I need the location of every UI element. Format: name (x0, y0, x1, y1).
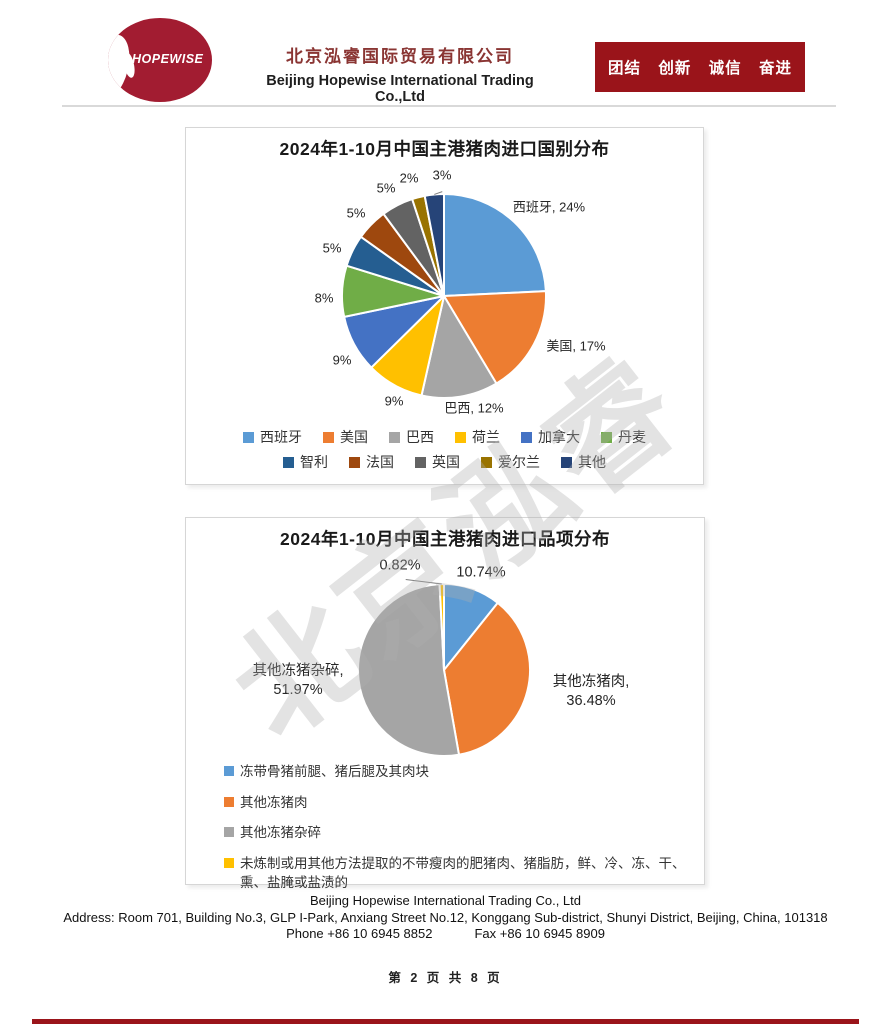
legend-item: 其他冻猪杂碎 (224, 823, 688, 843)
legend-item: 荷兰 (455, 427, 500, 447)
legend-swatch-icon (481, 456, 492, 468)
chart-title: 2024年1-10月中国主港猪肉进口国别分布 (279, 139, 610, 159)
chart-title: 2024年1-10月中国主港猪肉进口品项分布 (280, 529, 610, 549)
pie-slice (443, 290, 547, 385)
legend-swatch-icon (224, 827, 234, 838)
page-indicator: 第 2 页 共 8 页 (388, 970, 503, 985)
pie-chart-country-distribution: 2024年1-10月中国主港猪肉进口国别分布 西班牙, 24% 美国, 17% 巴西… (185, 127, 704, 485)
pie-data-label: 5% (376, 180, 396, 196)
legend-swatch-icon (389, 431, 400, 443)
globe-icon: HOPEWISE (108, 18, 212, 102)
legend-item: 其他 (561, 452, 606, 472)
pie-plot-area: 西班牙, 24% 美国, 17% 巴西, 12% 9% 9% 8% 5% 5% 5% 2% 3% (186, 128, 703, 484)
legend-item: 其他冻猪肉 (224, 793, 688, 813)
pie-data-label: 8% (314, 290, 334, 306)
legend-label: 冻带骨猪前腿、猪后腿及其肉块 (240, 764, 429, 779)
pie-slice (443, 601, 531, 756)
legend-label: 爱尔兰 (498, 454, 540, 470)
pie-data-label: 其他冻猪肉, 36.48% (552, 674, 630, 709)
logo-wordmark: HOPEWISE (132, 52, 204, 66)
legend-label: 英国 (432, 454, 460, 470)
pie-data-label: 9% (384, 393, 404, 409)
legend-label: 未炼制或用其他方法提取的不带瘦肉的肥猪肉、猪脂肪，鲜、冷、冻、干、熏、盐腌或盐渍… (240, 855, 686, 891)
legend-label: 美国 (340, 429, 368, 445)
pie-slice (423, 193, 445, 297)
footer-phone: Phone +86 10 6945 8852 (286, 926, 433, 941)
legend-label: 西班牙 (260, 429, 302, 445)
legend-swatch-icon (224, 857, 234, 868)
pie-slice (420, 295, 498, 399)
pie-data-label: 2% (399, 170, 419, 186)
pie-data-label: 0.82% (379, 557, 421, 574)
pie-data-label: 5% (346, 205, 366, 221)
footer-company: Beijing Hopewise International Trading C… (310, 893, 581, 908)
pie-data-label: 3% (432, 167, 452, 183)
legend-swatch-icon (323, 431, 334, 443)
pie-data-label: 巴西, 12% (444, 400, 504, 416)
legend-label: 其他冻猪肉 (240, 794, 308, 810)
chart-legend: 西班牙 美国 巴西 荷兰 加拿大 丹麦智利 法国 英国 爱尔兰 其他 (186, 427, 703, 472)
legend-swatch-icon (224, 796, 234, 807)
legend-label: 智利 (300, 454, 328, 470)
legend-swatch-icon (243, 431, 254, 443)
company-name-zh: 北京泓睿国际贸易有限公司 (286, 47, 514, 66)
label-leader-line (434, 191, 443, 195)
legend-swatch-icon (455, 431, 466, 443)
bottom-accent-line (32, 1019, 859, 1024)
pie-data-label: 5% (322, 240, 342, 256)
legend-swatch-icon (349, 456, 360, 468)
pie-data-label: 其他冻猪杂碎, 51.97% (252, 663, 344, 698)
pie-slice (357, 583, 460, 757)
legend-item: 爱尔兰 (481, 452, 540, 472)
pie-data-label: 10.74% (456, 564, 506, 581)
pie-data-label: 美国, 17% (546, 338, 606, 354)
legend-label: 巴西 (406, 429, 434, 445)
legend-label: 荷兰 (472, 429, 500, 445)
legend-swatch-icon (561, 456, 572, 468)
legend-item: 智利 (283, 452, 328, 472)
legend-label: 法国 (366, 454, 394, 470)
header-divider (62, 105, 836, 107)
legend-swatch-icon (283, 456, 294, 468)
legend-label: 加拿大 (538, 429, 580, 445)
company-logo: HOPEWISE (108, 18, 218, 106)
legend-swatch-icon (521, 431, 532, 443)
legend-swatch-icon (224, 766, 234, 776)
legend-item: 加拿大 (521, 427, 580, 447)
company-name-block: 北京泓睿国际贸易有限公司 Beijing Hopewise Internatio… (240, 42, 560, 105)
slogan-banner: 团结 创新 诚信 奋进 (595, 42, 805, 92)
legend-swatch-icon (415, 456, 426, 468)
legend-label: 其他 (578, 454, 606, 470)
legend-item: 丹麦 (601, 427, 646, 447)
footer-contact: Phone +86 10 6945 8852 Fax +86 10 6945 89… (0, 926, 891, 943)
pie-slice (443, 193, 547, 297)
pie-data-label: 9% (332, 352, 352, 368)
footer-fax: Fax +86 10 6945 8909 (474, 926, 605, 941)
legend-item: 英国 (415, 452, 460, 472)
legend-item: 冻带骨猪前腿、猪后腿及其肉块 (224, 762, 688, 782)
footer-address: Address: Room 701, Building No.3, GLP I-… (63, 909, 828, 925)
pie-plot-area: 10.74% 其他冻猪肉, 36.48% 其他冻猪杂碎, 51.97% 0.82% (186, 518, 704, 884)
legend-item: 西班牙 (243, 427, 302, 447)
legend-swatch-icon (601, 431, 612, 443)
legend-label: 其他冻猪杂碎 (240, 825, 321, 841)
pie-data-label: 西班牙, 24% (512, 199, 586, 215)
legend-item: 美国 (323, 427, 368, 447)
legend-label: 丹麦 (618, 429, 646, 445)
company-name-en: Beijing Hopewise International Trading C… (266, 73, 534, 105)
legend-item: 未炼制或用其他方法提取的不带瘦肉的肥猪肉、猪脂肪，鲜、冷、冻、干、熏、盐腌或盐渍… (224, 854, 688, 893)
page-footer: Beijing Hopewise International Trading C… (0, 893, 891, 986)
label-leader-line (405, 579, 442, 585)
legend-item: 法国 (349, 452, 394, 472)
legend-item: 巴西 (389, 427, 434, 447)
pie-chart-product-distribution: 2024年1-10月中国主港猪肉进口品项分布 10.74% 其他冻猪肉, 36.4… (185, 517, 705, 890)
chart-legend: 冻带骨猪前腿、猪后腿及其肉块 其他冻猪肉其他冻猪杂碎未炼制或用其他方法提取的不带瘦… (224, 762, 688, 904)
